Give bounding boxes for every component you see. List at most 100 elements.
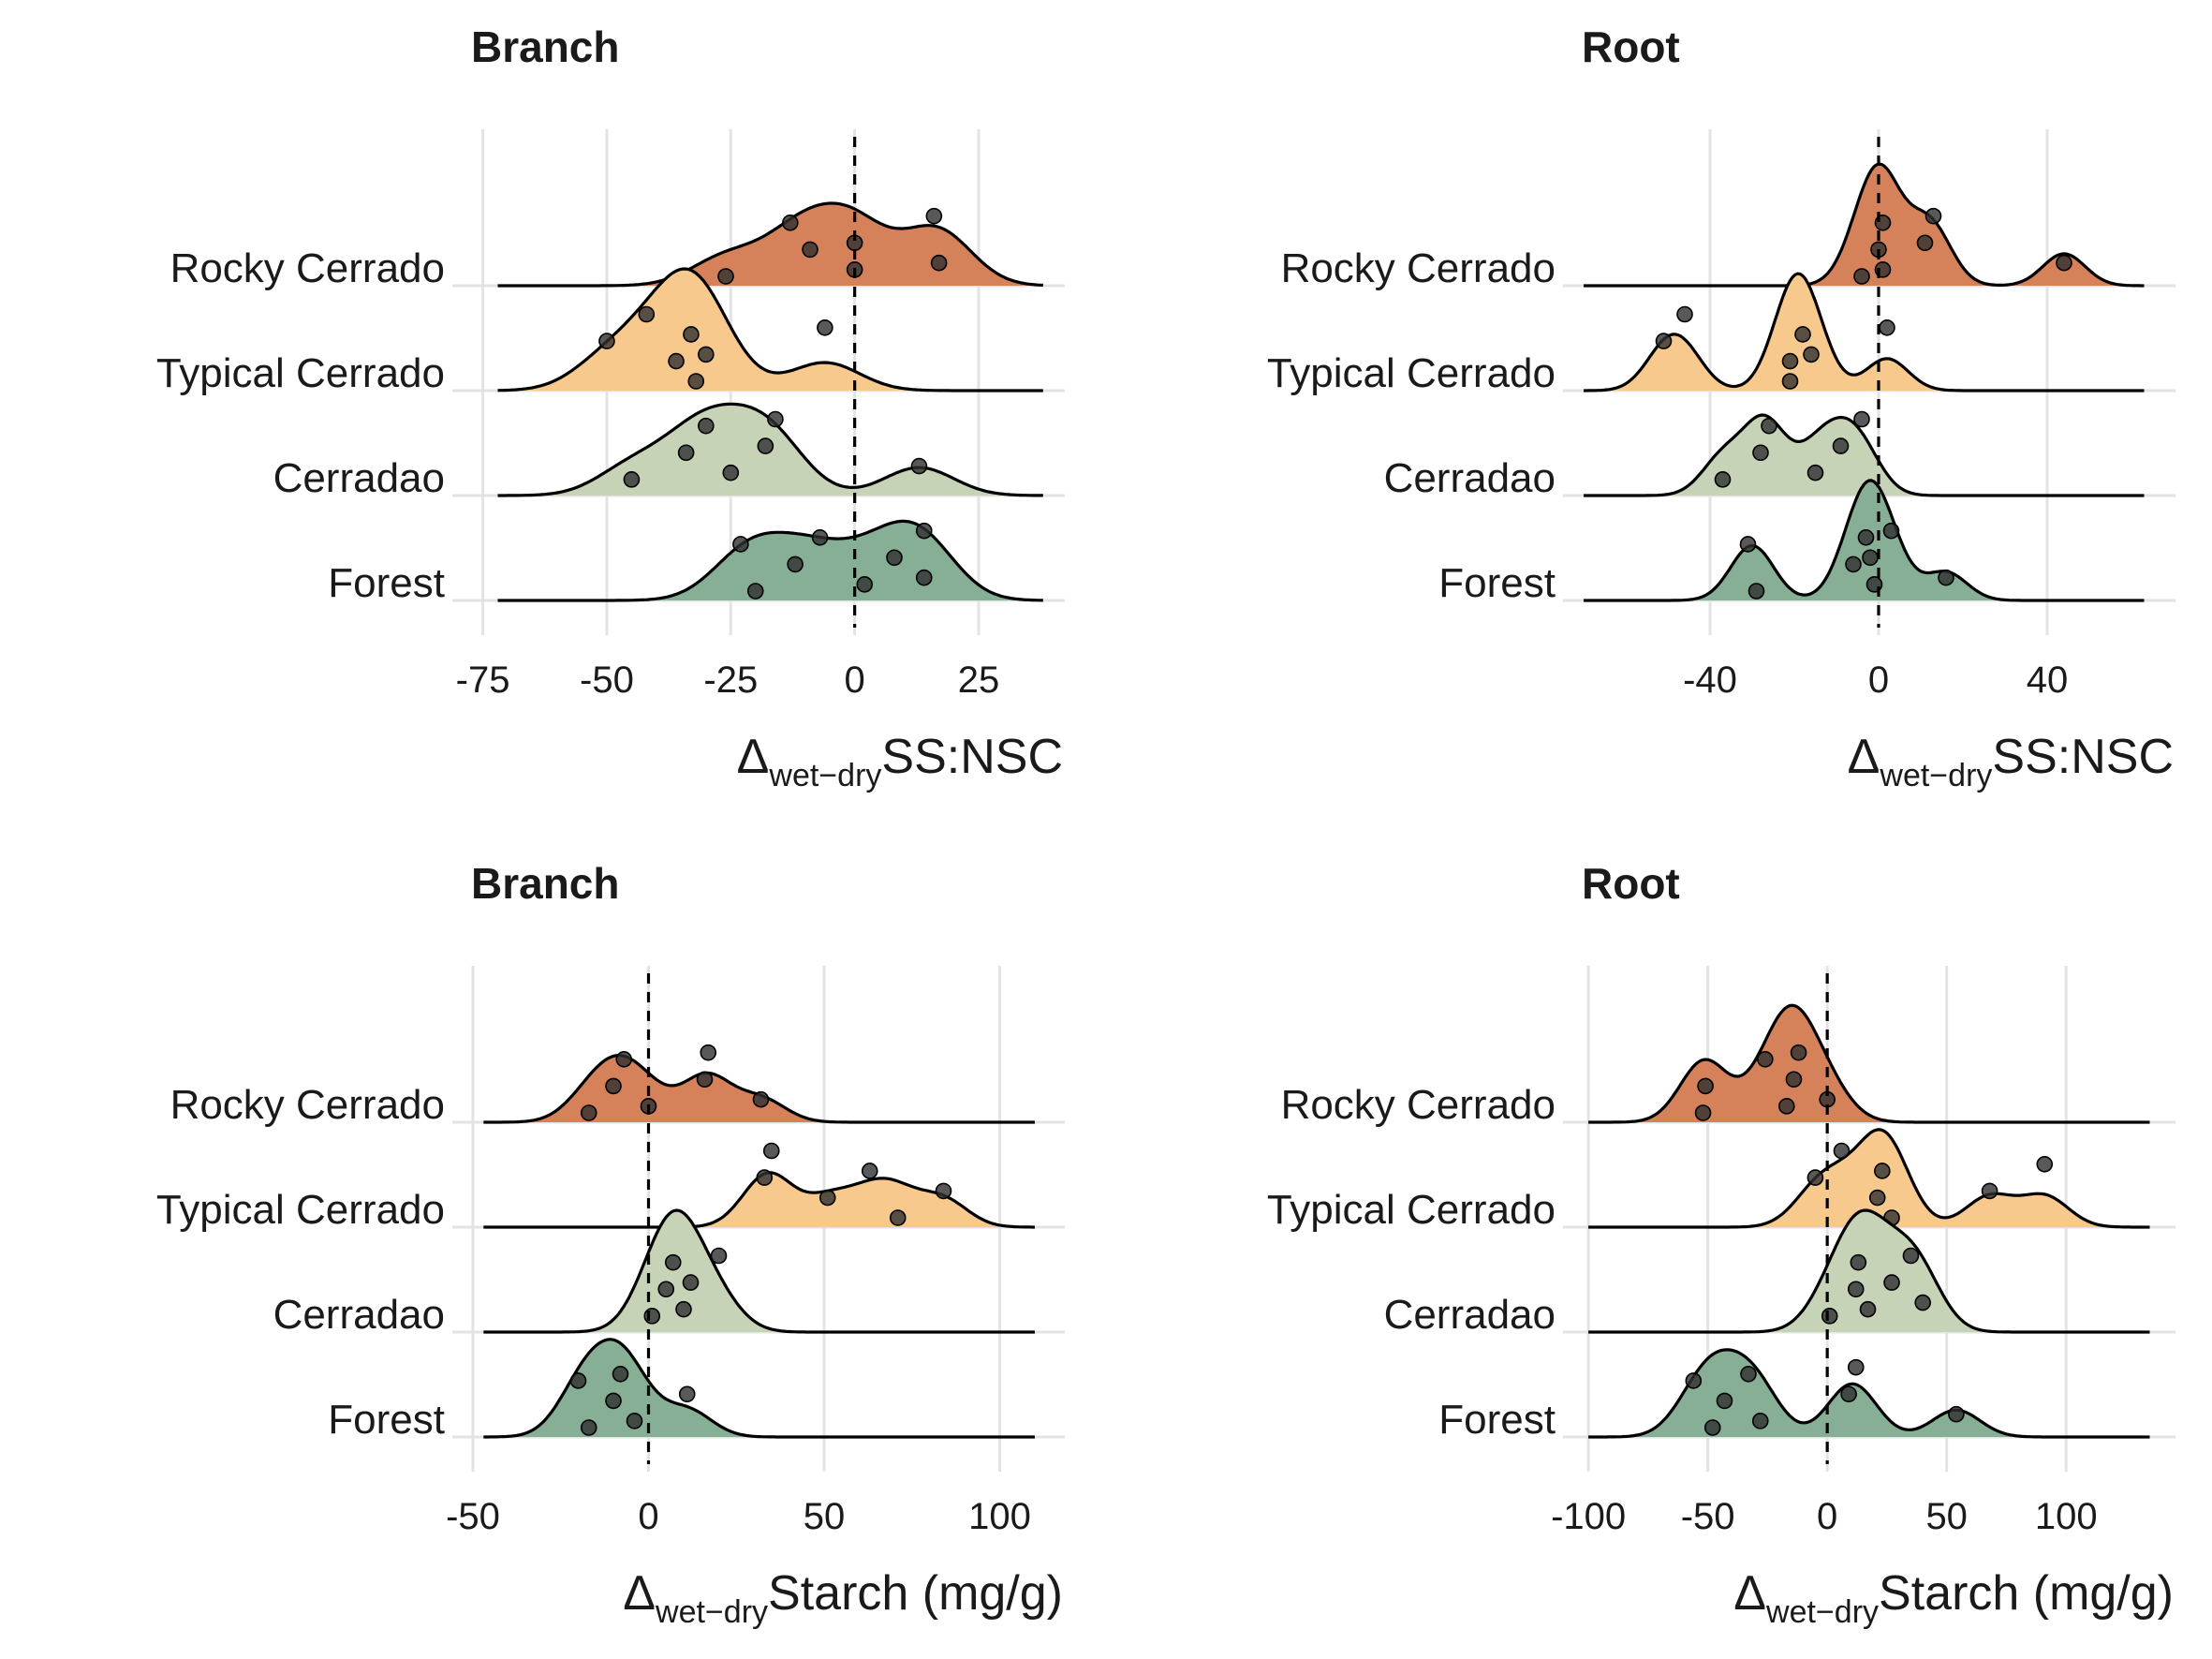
x-tick-label: 100	[2035, 1496, 2098, 1537]
category-label-forest: Forest	[1438, 1397, 1556, 1443]
data-point	[886, 549, 903, 567]
data-point	[1868, 1189, 1886, 1207]
data-point	[1747, 583, 1765, 600]
panel-title: Root	[1582, 859, 1680, 908]
ridge-fill-typical-cerrado	[1584, 274, 2145, 391]
x-axis-label-main: SS:NSC	[881, 730, 1063, 784]
ridge-outline-rocky-cerrado	[1588, 1003, 2150, 1124]
data-point	[664, 1253, 682, 1271]
data-point	[1739, 536, 1757, 553]
x-tick-label: 100	[968, 1496, 1031, 1537]
data-point	[1781, 373, 1799, 390]
x-tick-label: 50	[804, 1496, 846, 1537]
ridge-fill-forest	[497, 521, 1043, 600]
ridge-outline-typical-cerrado	[497, 267, 1043, 393]
x-axis-label-subscript: wet−dry	[655, 1594, 768, 1630]
data-point	[925, 207, 943, 225]
data-point	[698, 417, 715, 435]
data-point	[1806, 464, 1824, 481]
x-tick-label: -75	[456, 659, 510, 701]
data-point	[722, 464, 740, 481]
ridge-outline-typical-cerrado	[1584, 272, 2145, 393]
category-label-rocky-cerrado: Rocky Cerrado	[1281, 245, 1556, 291]
data-point	[915, 569, 933, 586]
data-point	[1882, 522, 1900, 540]
x-axis-label: Δwet−dryStarch (mg/g)	[1733, 1566, 2174, 1630]
data-point	[1845, 555, 1862, 573]
data-point	[935, 1182, 952, 1200]
ridge-fill-rocky-cerrado	[497, 203, 1043, 286]
ridge-fill-cerradao	[1588, 1210, 2150, 1332]
category-label-typical-cerrado: Typical Cerrado	[1267, 350, 1556, 396]
data-point	[782, 215, 799, 231]
x-tick-label: 0	[1868, 659, 1889, 701]
category-label-cerradao: Cerradao	[273, 1292, 445, 1338]
x-tick-label: 0	[1817, 1496, 1837, 1537]
data-point	[756, 1169, 774, 1186]
ridge-outline-cerradao	[483, 1208, 1035, 1334]
data-point	[580, 1104, 597, 1121]
x-tick-label: 40	[2027, 659, 2069, 701]
category-label-rocky-cerrado: Rocky Cerrado	[170, 245, 445, 291]
data-point	[687, 373, 705, 390]
ridge-outline-cerradao	[1584, 413, 2145, 497]
category-label-rocky-cerrado: Rocky Cerrado	[170, 1082, 445, 1128]
data-point	[1685, 1372, 1703, 1389]
data-point	[1948, 1405, 1965, 1423]
x-axis-label-subscript: wet−dry	[1879, 758, 1992, 793]
data-point	[678, 1385, 696, 1403]
data-point	[580, 1419, 597, 1436]
category-label-typical-cerrado: Typical Cerrado	[156, 350, 445, 396]
x-tick-label: -40	[1683, 659, 1737, 701]
ridge-fill-typical-cerrado	[497, 269, 1043, 391]
category-label-cerradao: Cerradao	[1384, 1292, 1556, 1338]
x-axis-label-delta: Δ	[1848, 730, 1880, 784]
data-point	[1752, 444, 1769, 462]
data-point	[2056, 254, 2072, 272]
category-label-forest: Forest	[1438, 560, 1556, 606]
x-tick-label: 25	[958, 659, 1000, 701]
data-point	[1981, 1182, 1998, 1200]
data-point	[861, 1163, 878, 1179]
data-point	[746, 583, 764, 600]
data-point	[1778, 1098, 1795, 1115]
data-point	[1714, 471, 1732, 488]
category-label-forest: Forest	[328, 1397, 445, 1443]
x-axis-label-main: SS:NSC	[1992, 730, 2174, 784]
data-point	[1781, 352, 1799, 370]
x-axis-label-main: Starch (mg/g)	[1879, 1566, 2174, 1621]
ridge-fill-forest	[1588, 1349, 2150, 1437]
data-point	[1914, 1294, 1931, 1311]
data-point	[675, 1300, 692, 1318]
data-point	[1832, 437, 1850, 454]
data-point	[1859, 1300, 1877, 1318]
data-point	[1853, 268, 1870, 285]
data-point	[752, 1090, 770, 1108]
ridge-fill-rocky-cerrado	[483, 1055, 1035, 1122]
x-axis-label: Δwet−dryStarch (mg/g)	[623, 1566, 1063, 1630]
data-point	[1821, 1308, 1838, 1325]
data-point	[889, 1209, 907, 1226]
x-tick-label: -50	[1681, 1496, 1735, 1537]
data-point	[915, 522, 933, 540]
data-point	[717, 268, 734, 285]
ridge-fill-rocky-cerrado	[1584, 164, 2145, 286]
panel-title: Branch	[471, 22, 619, 71]
data-point	[1902, 1247, 1920, 1265]
data-point	[643, 1308, 661, 1325]
data-point	[1716, 1392, 1733, 1410]
data-point	[623, 471, 641, 488]
data-point	[682, 1274, 700, 1291]
data-point	[626, 1413, 643, 1429]
data-point	[1850, 1253, 1867, 1271]
x-axis-label-delta: Δ	[623, 1566, 656, 1621]
x-tick-label: -50	[580, 659, 634, 701]
x-tick-label: -25	[703, 659, 758, 701]
data-point	[1757, 1051, 1774, 1068]
data-point	[1883, 1274, 1900, 1291]
ridge-outline-cerradao	[1588, 1208, 2150, 1334]
ridge-outline-rocky-cerrado	[1584, 162, 2145, 288]
data-point	[757, 437, 774, 454]
x-tick-label: 50	[1925, 1496, 1968, 1537]
